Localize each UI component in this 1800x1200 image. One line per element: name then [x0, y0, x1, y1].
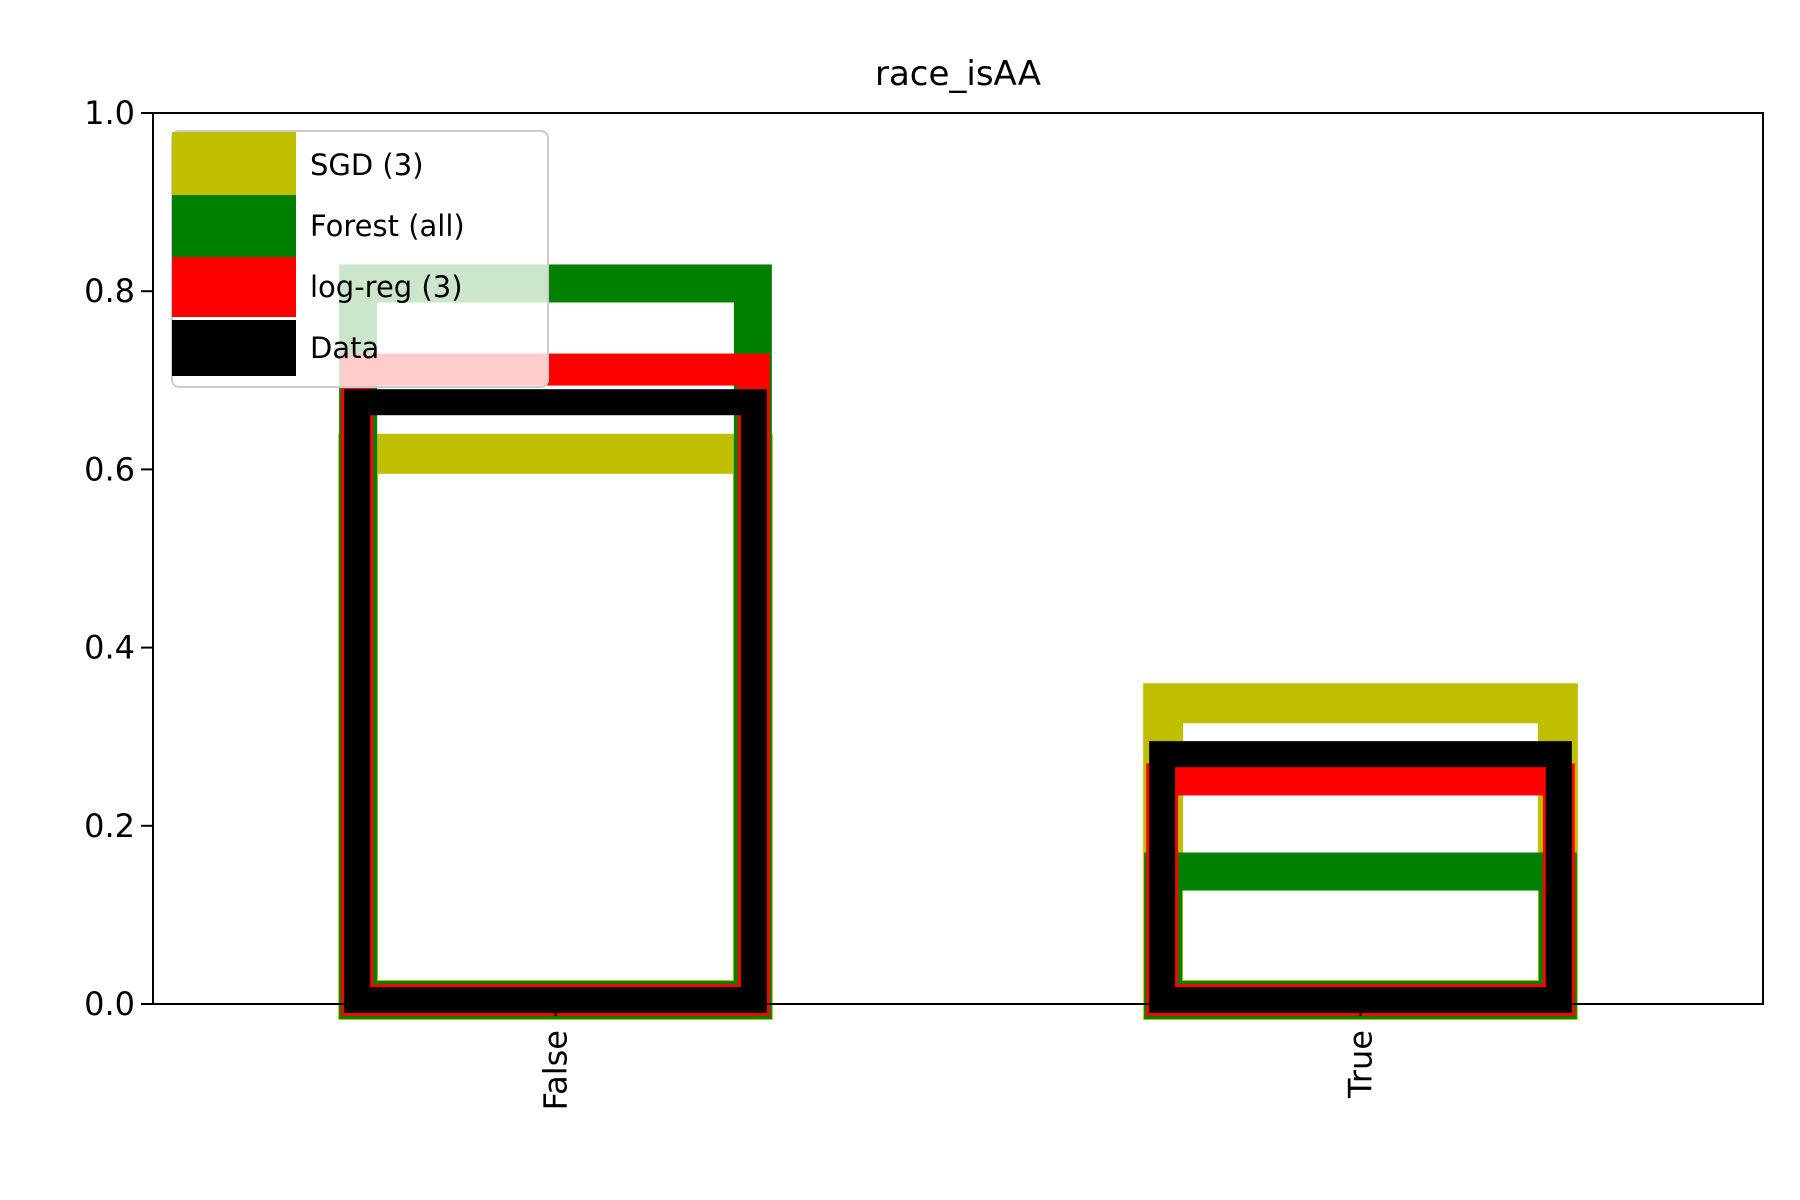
legend: SGD (3) Forest (all) log-reg (3) Data: [171, 130, 549, 388]
legend-label: Data: [310, 331, 379, 365]
x-tick-label-false: False: [537, 1030, 575, 1110]
chart-title: race_isAA: [875, 54, 1041, 94]
legend-swatch: [172, 257, 296, 317]
y-tick-label: 0.8: [84, 272, 135, 310]
bar-sgd-3-false: [338, 433, 773, 1020]
y-tick-label: 1.0: [84, 94, 135, 132]
y-tick-label: 0.2: [84, 807, 135, 845]
y-tick-label: 0.4: [84, 629, 135, 667]
legend-swatch: [172, 195, 296, 257]
legend-label: log-reg (3): [310, 270, 463, 304]
bar-data-false: [344, 389, 767, 1013]
y-tick-label: 0.0: [84, 985, 135, 1023]
y-axis: 0.0 0.2 0.4 0.6 0.8 1.0: [84, 94, 1764, 1023]
legend-swatch: [172, 320, 296, 376]
bar-data-true: [1149, 741, 1572, 1014]
y-tick-label: 0.6: [84, 450, 135, 488]
legend-label: Forest (all): [310, 209, 465, 243]
legend-label: SGD (3): [310, 148, 424, 182]
plot-frame: [152, 112, 1764, 1005]
legend-swatch: [172, 132, 296, 198]
plot-area: [338, 264, 1578, 1020]
x-tick-label-true: True: [1342, 1030, 1380, 1099]
x-axis: False True: [537, 1004, 1380, 1110]
